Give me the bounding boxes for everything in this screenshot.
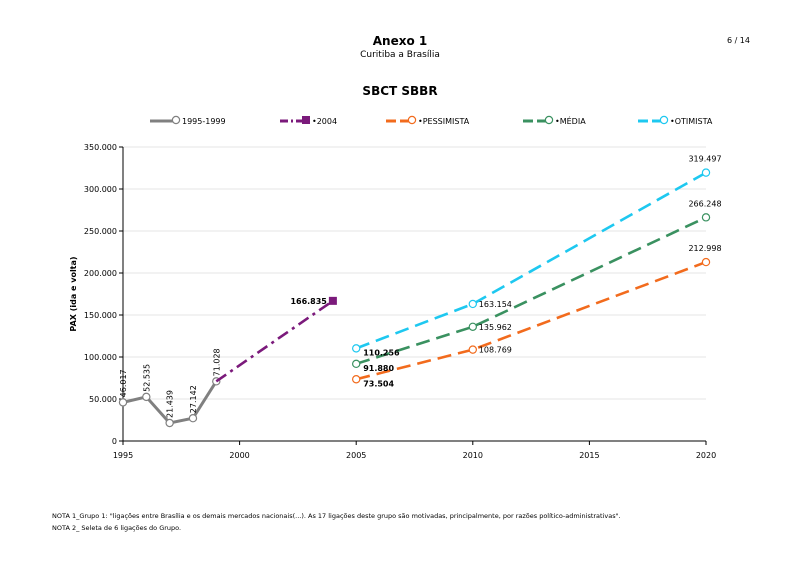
data-label: 108.769: [479, 346, 512, 355]
series-line: [215, 299, 334, 383]
data-label: 27.142: [189, 385, 198, 413]
legend-label: •MÉDIA: [555, 115, 586, 126]
legend-marker: [407, 115, 417, 125]
y-tick-label: 0: [112, 437, 117, 446]
x-tick-label: 2020: [696, 451, 716, 460]
data-point: [468, 299, 477, 309]
data-label: 91.880: [363, 364, 394, 373]
data-label: 266.248: [688, 199, 721, 208]
data-label: 73.504: [363, 379, 394, 388]
data-point: [352, 375, 361, 384]
x-tick-label: 2000: [229, 451, 249, 460]
data-point: [188, 414, 198, 423]
y-axis-label: PAX (ida e volta): [69, 256, 78, 331]
note-2: NOTA 2_ Seleta de 6 ligações do Grupo.: [52, 524, 182, 532]
y-tick-label: 300.000: [84, 185, 117, 194]
data-point: [118, 398, 128, 407]
legend-label: 1995-1999: [182, 117, 226, 126]
x-tick-label: 2010: [463, 451, 483, 460]
data-point: [328, 296, 337, 305]
data-label: 319.497: [688, 155, 721, 164]
data-point: [701, 213, 711, 222]
data-label: 212.998: [688, 244, 721, 253]
footnotes: NOTA 1_Grupo 1: "ligações entre Brasília…: [52, 510, 621, 534]
data-label: 135.962: [479, 323, 512, 332]
legend-marker: [659, 115, 669, 125]
legend-label: •PESSIMISTA: [418, 117, 470, 126]
annex-subtitle: Curitiba a Brasília: [360, 50, 440, 60]
x-tick-label: 2005: [346, 451, 366, 460]
data-label: 110.256: [363, 348, 400, 357]
x-tick-label: 1995: [113, 451, 133, 460]
note-1: NOTA 1_Grupo 1: "ligações entre Brasília…: [52, 512, 621, 520]
page-number: 6 / 14: [726, 36, 750, 45]
data-point: [468, 322, 477, 331]
data-label: 52.535: [142, 364, 151, 392]
data-point: [468, 345, 477, 354]
y-tick-label: 100.000: [84, 353, 117, 362]
y-tick-label: 50.000: [89, 395, 117, 404]
data-point: [352, 344, 361, 353]
series-line: [355, 171, 707, 350]
series-line: [355, 216, 707, 366]
y-tick-label: 350.000: [84, 143, 117, 152]
data-label: 21.439: [166, 390, 175, 418]
data-point: [142, 392, 151, 402]
data-label: 46.017: [119, 369, 128, 397]
data-label: 163.154: [479, 300, 512, 309]
legend-label: •2004: [312, 117, 337, 126]
series-line: [355, 260, 707, 381]
y-tick-label: 150.000: [84, 311, 117, 320]
data-point: [701, 168, 711, 177]
x-tick-label: 2015: [579, 451, 599, 460]
chart-title: SBCT SBBR: [362, 84, 437, 98]
data-point: [352, 359, 361, 369]
legend-marker: [302, 116, 310, 124]
data-label: 71.028: [212, 348, 221, 376]
annex-title: Anexo 1: [372, 34, 428, 48]
legend-marker: [171, 115, 181, 125]
data-label: 166.835: [290, 297, 327, 306]
legend-marker: [544, 115, 554, 125]
data-point: [701, 257, 711, 267]
y-tick-label: 200.000: [84, 269, 117, 278]
data-point: [165, 418, 174, 428]
legend-label: •OTIMISTA: [670, 117, 713, 126]
y-tick-label: 250.000: [84, 227, 117, 236]
